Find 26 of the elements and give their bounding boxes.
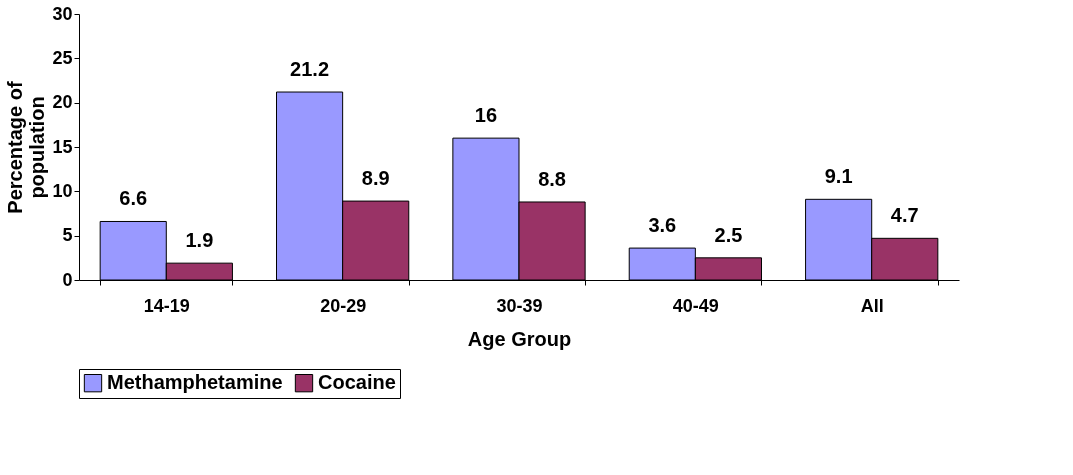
y-tick-label: 20 — [52, 92, 73, 113]
data-label: 8.8 — [538, 167, 566, 190]
data-label: 16 — [474, 104, 498, 127]
x-tick-label: 40-49 — [672, 295, 719, 316]
y-tick-label: 10 — [52, 180, 73, 201]
data-label: 2.5 — [714, 223, 743, 246]
data-label: 21.2 — [290, 58, 330, 81]
x-axis-title: Age Group — [467, 327, 572, 350]
y-axis-title: Percentage of population — [4, 81, 49, 214]
x-tick-label: 30-39 — [496, 295, 543, 316]
data-label: 8.9 — [361, 167, 390, 190]
legend-label: Cocaine — [318, 371, 396, 394]
data-label: 4.7 — [890, 204, 919, 227]
data-label: 9.1 — [824, 165, 853, 188]
y-tick-label: 0 — [62, 269, 73, 290]
data-label: 6.6 — [119, 187, 148, 210]
y-tick-label: 15 — [52, 136, 73, 157]
x-tick-label: 14-19 — [143, 295, 190, 316]
data-label: 1.9 — [185, 229, 214, 252]
x-tick-label: 20-29 — [320, 295, 367, 316]
legend-label: Methamphetamine — [107, 371, 283, 394]
x-tick-label: All — [860, 295, 884, 316]
y-tick-label: 5 — [62, 225, 73, 246]
y-tick-label: 30 — [52, 3, 73, 24]
data-label: 3.6 — [648, 214, 677, 237]
y-tick-label: 25 — [52, 47, 73, 68]
